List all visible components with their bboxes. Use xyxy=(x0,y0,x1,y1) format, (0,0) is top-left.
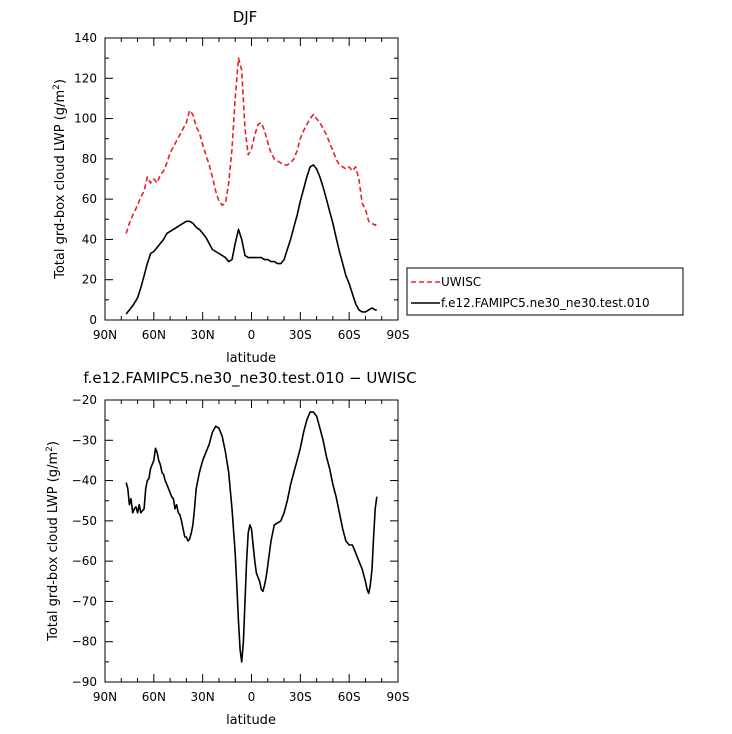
y-tick-label: −50 xyxy=(72,514,97,528)
legend-label-model: f.e12.FAMIPC5.ne30_ne30.test.010 xyxy=(441,296,650,310)
panel-bottom: f.e12.FAMIPC5.ne30_ne30.test.010 − UWISC… xyxy=(45,369,417,728)
x-tick-label: 30N xyxy=(191,690,215,704)
x-tick-label: 30S xyxy=(289,328,312,342)
plot-frame-top xyxy=(104,37,399,321)
series-line-f-e12-famipc5-ne30-ne30-test-010 xyxy=(125,164,377,315)
y-tick-label: 20 xyxy=(82,273,97,287)
x-tick-label: 90S xyxy=(387,690,410,704)
y-axis-label-top: Total grd-box cloud LWP (g/m2) xyxy=(52,79,68,280)
x-tick-label: 0 xyxy=(248,328,256,342)
x-tick-label: 60N xyxy=(142,328,166,342)
x-tick-label: 60S xyxy=(338,690,361,704)
y-tick-label: 140 xyxy=(74,31,97,45)
y-tick-label: −40 xyxy=(72,474,97,488)
y-tick-label: 60 xyxy=(82,192,97,206)
chart-title-top: DJF xyxy=(233,8,258,26)
y-tick-label: −60 xyxy=(72,554,97,568)
x-tick-label: 60N xyxy=(142,690,166,704)
y-tick-label: 40 xyxy=(82,232,97,246)
y-tick-label: −80 xyxy=(72,635,97,649)
y-tick-label: −70 xyxy=(72,594,97,608)
x-tick-label: 60S xyxy=(338,328,361,342)
x-axis-label-bottom: latitude xyxy=(226,713,276,728)
x-tick-label: 90N xyxy=(93,328,117,342)
x-tick-label: 90S xyxy=(387,328,410,342)
legend-label-uwisc: UWISC xyxy=(441,275,481,289)
y-tick-label: −30 xyxy=(72,433,97,447)
chart-title-bottom: f.e12.FAMIPC5.ne30_ne30.test.010 − UWISC xyxy=(83,369,416,388)
y-tick-label: 0 xyxy=(89,313,97,327)
x-axis-label-top: latitude xyxy=(226,351,276,366)
y-tick-label: 80 xyxy=(82,152,97,166)
x-tick-label: 90N xyxy=(93,690,117,704)
series-line-difference xyxy=(125,411,378,663)
x-tick-label: 0 xyxy=(248,690,256,704)
series-line-uwisc xyxy=(125,57,378,234)
x-tick-label: 30N xyxy=(191,328,215,342)
legend: UWISC f.e12.FAMIPC5.ne30_ne30.test.010 xyxy=(406,267,684,316)
y-tick-label: −90 xyxy=(72,675,97,689)
y-tick-label: −20 xyxy=(72,393,97,407)
x-tick-label: 30S xyxy=(289,690,312,704)
y-tick-label: 100 xyxy=(74,112,97,126)
plot-frame-bottom xyxy=(104,399,399,683)
panel-top: DJF 90N 60N 30N 0 30S 60S 90S 0 20 40 60 80 100 120 14… xyxy=(52,8,684,366)
y-tick-label: 120 xyxy=(74,71,97,85)
legend-box xyxy=(406,267,684,316)
y-axis-label-bottom: Total grd-box cloud LWP (g/m2) xyxy=(45,441,61,642)
